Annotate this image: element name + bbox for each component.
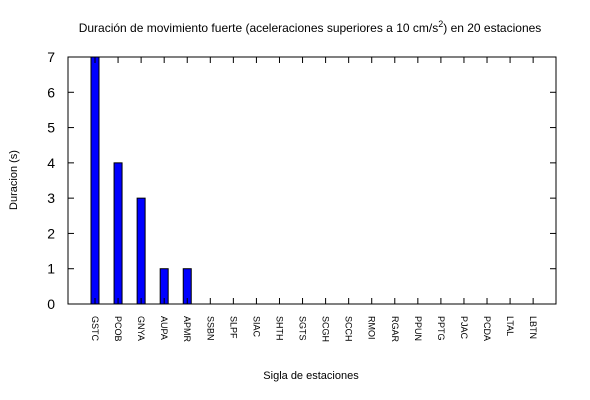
y-tick-label: 5: [47, 120, 55, 136]
y-axis-label: Duracion (s): [8, 150, 20, 210]
y-tick-label: 4: [47, 155, 55, 171]
x-axis: GSTC PCOB GNYA AUPA APMR SSBN SLPF SIAC SHTH SGTS…: [90, 57, 538, 343]
x-tick-label: GNYA: [136, 316, 146, 341]
x-tick-label: PCOB: [113, 316, 123, 342]
x-tick-label: SIAC: [251, 316, 261, 338]
y-tick-label: 6: [47, 84, 55, 100]
x-tick-label: SSBN: [205, 316, 215, 341]
x-tick-label: RGAR: [390, 316, 400, 343]
x-tick-label: SLPF: [228, 316, 238, 339]
y-tick-label: 0: [47, 296, 55, 312]
x-tick-label: PCDA: [482, 316, 492, 341]
x-tick-label: SCCH: [344, 316, 354, 342]
y-tick-label: 7: [47, 49, 55, 65]
x-tick-label: PJAC: [459, 316, 469, 340]
bar-gstc: [90, 56, 100, 305]
x-axis-label: Sigla de estaciones: [263, 370, 359, 382]
x-tick-label: RMOI: [367, 316, 377, 340]
plot-area-frame: [67, 56, 557, 305]
x-tick-label: SGTS: [298, 316, 308, 341]
x-tick-label: GSTC: [90, 316, 100, 342]
bar-gnya: [136, 197, 146, 305]
y-tick-label: 2: [47, 225, 55, 241]
y-tick-label: 1: [47, 261, 55, 277]
x-tick-label: LTAL: [505, 316, 515, 336]
x-tick-label: SCGH: [321, 316, 331, 342]
x-tick-label: LBTN: [528, 316, 538, 339]
x-tick-label: PPUN: [413, 316, 423, 341]
chart-title: Duración de movimiento fuerte (aceleraci…: [79, 19, 542, 35]
bar-series: [90, 56, 192, 305]
bar-pcob: [113, 162, 123, 305]
x-tick-label: APMR: [182, 316, 192, 343]
x-tick-label: AUPA: [159, 316, 169, 340]
y-axis: 0 1 2 3 4 5 6 7: [47, 49, 556, 312]
y-tick-label: 3: [47, 190, 55, 206]
x-tick-label: SHTH: [274, 316, 284, 341]
x-tick-label: PPTG: [436, 316, 446, 341]
